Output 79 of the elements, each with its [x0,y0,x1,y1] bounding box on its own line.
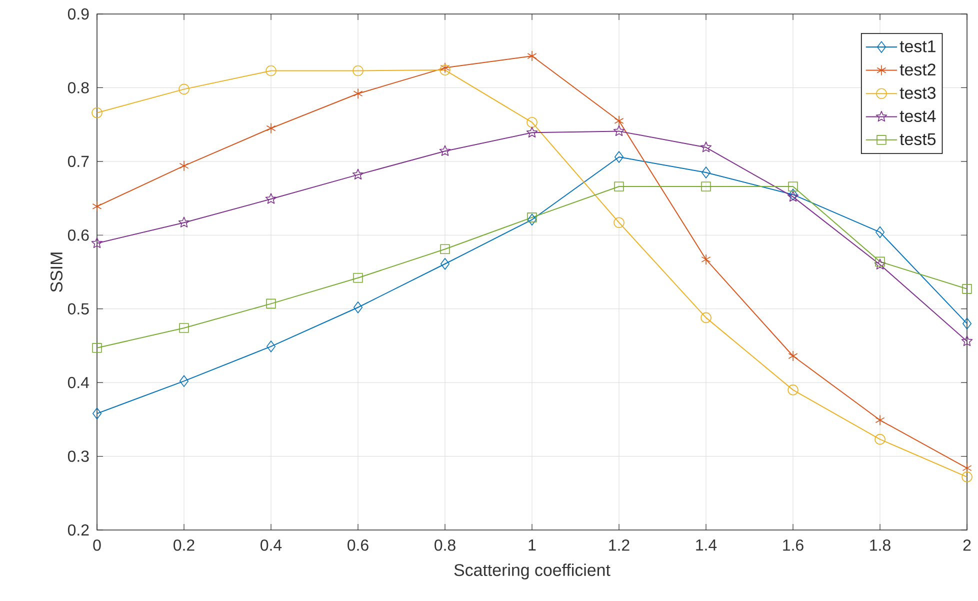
point [701,182,711,192]
x-tick-label: 1.4 [696,540,717,550]
point [91,237,103,248]
point [962,472,972,482]
point [788,350,798,362]
point [440,64,450,76]
point [352,65,364,76]
point [700,312,712,324]
point [440,62,450,74]
x-tick-label: 0.6 [348,540,368,551]
point [353,273,363,283]
point [352,168,364,180]
x-tick-label: 0.2 [174,540,194,551]
legend-label: test2 [900,64,936,76]
x-tick-label: 1 [528,540,536,550]
point [92,343,102,353]
point [440,258,450,270]
point [92,107,102,118]
point [614,151,624,163]
point [614,217,624,228]
y-tick-label: 0.7 [68,156,89,168]
point [266,122,276,134]
point [179,160,189,172]
point [526,126,538,138]
point [266,340,276,352]
y-tick-label: 0.5 [68,303,89,314]
point [180,375,189,387]
point [875,256,885,267]
point [92,201,102,212]
x-tick-label: 1.8 [870,540,890,551]
point [701,254,711,265]
y-tick-label: 0.2 [68,524,89,536]
point [876,226,885,238]
x-tick-label: 0 [93,540,101,551]
point [962,284,972,294]
point [614,115,624,126]
point [353,88,363,99]
y-tick-label: 0.9 [68,8,89,20]
point [788,182,798,192]
y-tick-label: 0.4 [68,376,90,388]
point [527,50,537,62]
point [265,193,277,204]
point [266,298,276,309]
point [178,216,190,228]
point [92,408,102,420]
point [874,434,886,445]
point [526,116,538,128]
point [962,318,972,330]
y-tick-label: 0.6 [68,229,89,241]
point [700,142,712,152]
x-tick-label: 1.2 [609,540,630,551]
point [875,414,885,426]
point [528,214,537,226]
point [178,84,190,95]
point [788,384,798,396]
point [961,335,973,346]
point [614,182,624,192]
x-tick-label: 0.8 [434,540,456,551]
point [962,462,972,474]
legend-label: test4 [900,110,936,122]
point [266,65,276,76]
x-tick-label: 0.4 [260,540,282,551]
x-tick-label: 1.6 [783,540,804,551]
legend-label: test3 [900,86,936,99]
x-axis-title: Scattering coefficient [454,564,610,580]
point [439,145,451,156]
point [354,301,363,314]
y-axis-title: SSIM [50,252,62,292]
legend-label: test5 [900,133,936,146]
point [179,323,189,333]
point [527,212,537,222]
x-tick-label: 2 [963,540,971,551]
y-tick-label: 0.3 [68,450,89,462]
point [702,166,711,178]
legend-label: test1 [900,40,936,52]
point [874,258,886,270]
point [440,244,450,254]
y-tick-label: 0.8 [68,82,89,94]
point [613,125,625,136]
